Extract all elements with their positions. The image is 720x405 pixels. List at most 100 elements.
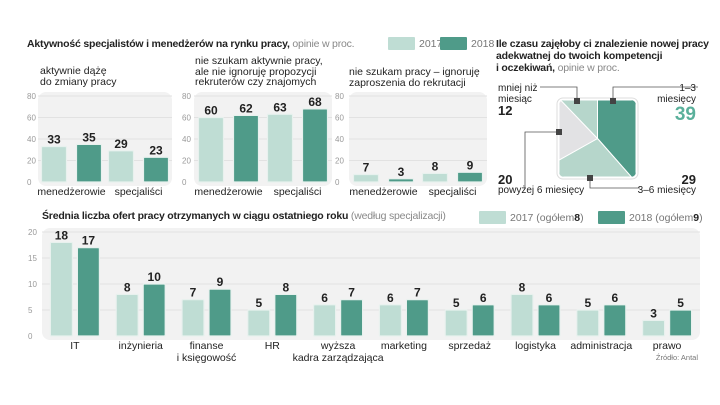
source-note: Źródło: Antal (655, 353, 698, 362)
pie-value-lt1m: 12 (498, 103, 513, 118)
pie-title-line2: adekwatnej do twoich kompetencji (496, 50, 663, 62)
bar-2017 (197, 116, 225, 183)
x-category-label: finanse (190, 340, 224, 352)
chart3-subtitle-line: zaproszenia do rekrutacji (349, 76, 466, 89)
bar-2017 (576, 309, 600, 337)
leader-3-6m (589, 178, 640, 189)
leader-3-6m-marker (587, 175, 593, 181)
bar-2018 (142, 156, 170, 183)
pie-label-text: mniej niż (498, 83, 538, 94)
y-tick-label: 10 (28, 280, 37, 289)
bar-2018 (208, 288, 232, 337)
bar-value-label: 29 (114, 137, 128, 151)
bar-2018 (274, 293, 298, 337)
y-tick-label: 60 (27, 114, 36, 123)
pie-label-text: powyżej 6 miesięcy (498, 185, 585, 196)
pie-label-text: miesiąc (498, 94, 532, 105)
bar-2018 (301, 108, 329, 183)
y-tick-label: 20 (335, 157, 344, 166)
chart-aktywnie-dazy: 0 20 40 60 80 33 35 menedżerowie 29 23 specjaliści (27, 92, 172, 198)
bar-2017 (510, 293, 534, 337)
legend-text: ) (580, 211, 584, 224)
y-tick-label: 40 (335, 135, 344, 144)
x-category-label: menedżerowie (37, 186, 105, 198)
x-category-label: wyższa (320, 340, 356, 352)
y-tick-label: 20 (28, 228, 37, 237)
chart2-subtitle: nie szukam aktywnie pracy, ale nie ignor… (195, 56, 323, 88)
pie-label-text: miesięcy (657, 94, 696, 105)
bar-value-label: 7 (363, 160, 370, 174)
bar-value-label: 5 (255, 296, 262, 310)
bar-value-label: 35 (82, 130, 96, 144)
leader-gt6m-marker (556, 129, 562, 135)
x-category-label: menedżerowie (349, 186, 417, 198)
pie-label-gt6m: 20 powyżej 6 miesięcy (498, 173, 585, 196)
bar-value-label: 8 (124, 280, 131, 294)
y-tick-label: 80 (27, 92, 36, 101)
x-category-label: specjaliści (115, 186, 163, 198)
y-tick-label: 80 (335, 92, 344, 101)
x-category-label: HR (265, 340, 281, 352)
x-category-label: logistyka (515, 340, 556, 352)
bar-2017 (352, 173, 380, 183)
bar-2017 (40, 145, 68, 183)
pie-label-text: 1–3 (679, 83, 696, 94)
x-category-label: administracja (570, 340, 632, 352)
chart2-subtitle-line: ale nie ignoruję propozycji (195, 65, 317, 78)
chart1-subtitle-line: aktywnie dążę (40, 65, 107, 77)
legend-total: 9 (693, 211, 700, 224)
chart3-subtitle-line: nie szukam pracy – ignoruję (349, 66, 480, 78)
y-tick-label: 0 (182, 178, 187, 187)
y-tick-label: 5 (28, 306, 33, 315)
bar-value-label: 10 (148, 270, 162, 284)
bar-2018 (75, 143, 103, 183)
bar-2018 (668, 309, 693, 337)
bar-2017 (641, 319, 666, 337)
bar-value-label: 8 (432, 159, 439, 173)
legend-label-2017: 2017 (419, 37, 443, 50)
y-tick-label: 0 (28, 332, 33, 341)
leader-gt6m (524, 131, 559, 188)
bar-value-label: 9 (467, 158, 474, 172)
bar-2018 (76, 247, 101, 337)
bar-value-label: 3 (398, 165, 405, 179)
bar-value-label: 6 (546, 291, 553, 305)
bar-value-label: 3 (650, 306, 657, 320)
legend-swatch-2017 (388, 37, 415, 50)
bar-2017 (378, 304, 402, 337)
bar-value-label: 33 (47, 133, 61, 147)
bar-2017 (444, 309, 468, 337)
pie-label-1-3m: 1–3 miesięcy 39 (657, 83, 696, 125)
bar-value-label: 62 (239, 101, 253, 115)
leader-lt1m-marker (574, 98, 580, 104)
bottom-title-light: (według specjalizacji) (348, 210, 446, 222)
bar-2018 (537, 304, 561, 337)
bar-value-label: 6 (321, 291, 328, 305)
chart-nie-szukam-aktywnie: 0 20 40 60 80 60 62 menedżerowie 63 68 specjaliści (182, 92, 332, 198)
x-category-label: specjaliści (429, 186, 477, 198)
bar-value-label: 63 (273, 100, 287, 114)
y-tick-label: 80 (182, 92, 191, 101)
square-pie-chart (524, 86, 698, 189)
bar-2018 (387, 178, 415, 183)
bottom-legend-2017: 2017 (ogółem 8) (479, 211, 584, 224)
y-tick-label: 60 (335, 114, 344, 123)
legend-swatch-2018 (598, 211, 625, 224)
legend-total: 8 (574, 211, 581, 224)
bar-2017 (421, 172, 449, 183)
pie-title-line3-bold: i oczekiwań, (496, 62, 555, 74)
bar-2017 (313, 304, 337, 337)
legend-swatch-2017 (479, 211, 506, 224)
chart2-subtitle-line: nie szukam aktywnie pracy, (195, 55, 323, 67)
bar-value-label: 9 (217, 275, 224, 289)
pie-title-line1: Ile czasu zajęłoby ci znalezienie nowej … (496, 38, 709, 50)
y-tick-label: 40 (182, 135, 191, 144)
x-category-label: i księgowość (177, 352, 237, 364)
x-category-label: marketing (381, 340, 427, 352)
y-tick-label: 20 (182, 157, 191, 166)
legend-item-2017: 2017 (388, 37, 442, 50)
leader-1-3m-marker (610, 98, 616, 104)
top-section-title: Aktywność specjalistów i menedżerów na r… (27, 38, 355, 50)
x-category-label: menedżerowie (194, 186, 262, 198)
